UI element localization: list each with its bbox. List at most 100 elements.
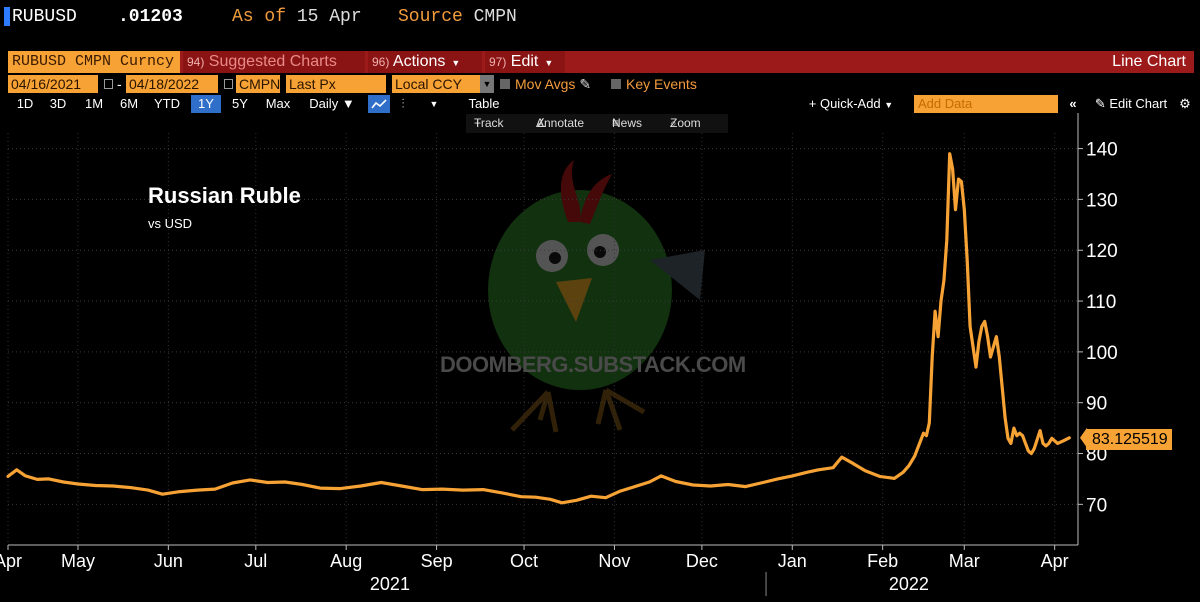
y-tick-label: 110 xyxy=(1086,292,1116,313)
bar-chart-icon[interactable]: ⫶ xyxy=(401,96,405,111)
line-chart-icon[interactable] xyxy=(368,95,390,113)
y-tick-label: 90 xyxy=(1086,394,1107,415)
year-label: 2021 xyxy=(370,574,410,594)
watermark-text: DOOMBERG.SUBSTACK.COM xyxy=(440,352,746,377)
frequency-label: Daily xyxy=(309,96,339,111)
pencil-icon: ✎ xyxy=(579,76,592,92)
main-toolbar: RUBUSD CMPN Curncy 94) Suggested Charts … xyxy=(8,51,1194,73)
range-toolbar: 1D 3D 1M 6M YTD 1Y 5Y Max Daily ▼ ⫶ ▼ Ta… xyxy=(8,95,1194,113)
chevron-down-icon[interactable]: ▼ xyxy=(429,99,439,109)
chevron-down-icon: ▼ xyxy=(451,58,461,68)
suggested-charts-menu[interactable]: 94) Suggested Charts xyxy=(183,51,365,73)
news-label: News xyxy=(612,116,643,130)
track-label: Track xyxy=(474,116,504,130)
x-tick-label: Apr xyxy=(1041,551,1069,571)
key-events-label: Key Events xyxy=(626,76,697,92)
edit-chart-button[interactable]: ✎ Edit Chart xyxy=(1086,95,1176,113)
x-tick-label: Aug xyxy=(330,551,362,571)
collapse-icon[interactable]: « xyxy=(1069,96,1077,111)
end-date: 04/18/2022 xyxy=(129,76,200,92)
table-button[interactable]: Table xyxy=(468,96,500,111)
actions-label: Actions xyxy=(392,53,446,70)
series-line xyxy=(6,152,1071,505)
range-1m-button[interactable]: 1M xyxy=(84,96,104,111)
chevron-down-icon: ▼ xyxy=(884,100,894,110)
currency-select[interactable]: Local CCY xyxy=(392,75,480,93)
cursor-marker xyxy=(4,7,10,26)
x-tick-label: Mar xyxy=(949,551,980,571)
date-separator: - xyxy=(117,76,122,92)
checkbox-icon xyxy=(500,79,510,89)
y-tick-label: 130 xyxy=(1086,190,1118,211)
news-icon: ≡ xyxy=(612,116,620,130)
key-events-toggle[interactable]: Key Events xyxy=(611,75,697,93)
source-value: CMPN xyxy=(473,7,517,27)
calendar-icon[interactable] xyxy=(224,79,233,89)
source-field[interactable]: CMPN xyxy=(236,75,280,93)
field-select[interactable]: Last Px xyxy=(286,75,386,93)
last-value-label: 83.125519 xyxy=(1086,429,1172,450)
last-value-pointer xyxy=(1080,427,1087,448)
frequency-select[interactable]: Daily ▼ xyxy=(309,96,355,111)
range-5y-button[interactable]: 5Y xyxy=(232,96,248,111)
quick-add-button[interactable]: + Quick-Add ▼ xyxy=(804,95,898,113)
year-label: 2022 xyxy=(889,574,929,594)
calendar-icon[interactable] xyxy=(104,79,113,89)
pencil-icon: ✎ xyxy=(1094,96,1106,111)
axes: 708090100110120130140AprMayJunJulAugSepO… xyxy=(0,113,1118,596)
chevron-down-icon: ▼ xyxy=(544,58,554,68)
watermark-mascot-icon xyxy=(488,160,705,433)
chart-type-label: Line Chart xyxy=(1112,53,1186,70)
pencil-icon: ∠ xyxy=(536,116,547,130)
x-tick-label: Nov xyxy=(598,551,630,571)
x-tick-label: Oct xyxy=(510,551,538,571)
zoom-label: Zoom xyxy=(670,116,701,130)
range-1d-button[interactable]: 1D xyxy=(16,96,34,111)
x-tick-label: Apr xyxy=(0,551,22,571)
chevron-down-icon[interactable]: ▼ xyxy=(480,75,494,93)
edit-label: Edit xyxy=(510,53,539,70)
range-3d-button[interactable]: 3D xyxy=(49,96,67,111)
edit-num: 97) xyxy=(489,55,507,69)
actions-menu[interactable]: 96) Actions ▼ xyxy=(368,51,482,73)
chart-tools: + Track ∠ Annotate ≡ News ⌕ Zoom xyxy=(466,114,728,133)
suggested-num: 94) xyxy=(187,55,205,69)
range-1y-button[interactable]: 1Y xyxy=(191,95,221,113)
as-of-value: 15 Apr xyxy=(296,7,362,27)
end-date-field[interactable]: 04/18/2022 xyxy=(126,75,218,93)
as-of: As of 15 Apr xyxy=(232,7,362,27)
edit-menu[interactable]: 97) Edit ▼ xyxy=(485,51,565,73)
source-label: Source xyxy=(398,7,463,27)
source: Source CMPN xyxy=(398,7,517,27)
x-tick-label: Jul xyxy=(244,551,267,571)
chart-controls: 04/16/2021 - 04/18/2022 CMPN Last Px Loc… xyxy=(8,75,1194,93)
gear-icon[interactable]: ⚙ xyxy=(1179,96,1191,111)
quick-add-label: + Quick-Add xyxy=(808,96,881,111)
range-ytd-button[interactable]: YTD xyxy=(154,96,180,111)
y-tick-label: 140 xyxy=(1086,140,1118,161)
mov-avgs-label: Mov Avgs xyxy=(515,76,576,92)
suggested-label: Suggested Charts xyxy=(208,53,337,70)
edit-chart-label: Edit Chart xyxy=(1109,96,1168,111)
ticker-label: RUBUSD xyxy=(12,7,77,27)
start-date: 04/16/2021 xyxy=(11,76,82,92)
crosshair-icon: + xyxy=(474,116,482,130)
add-data-input[interactable]: Add Data xyxy=(914,95,1058,113)
as-of-label: As of xyxy=(232,7,287,27)
annotate-label: Annotate xyxy=(536,116,585,130)
security-header: RUBUSD .01203 As of 15 Apr Source CMPN xyxy=(0,0,1200,34)
y-tick-label: 100 xyxy=(1086,343,1118,364)
chart-title: Russian Ruble xyxy=(148,183,301,208)
range-max-button[interactable]: Max xyxy=(265,96,291,111)
y-tick-label: 70 xyxy=(1086,495,1107,516)
price-value: .01203 xyxy=(118,7,183,27)
start-date-field[interactable]: 04/16/2021 xyxy=(8,75,98,93)
x-tick-label: Sep xyxy=(421,551,453,571)
x-tick-label: Jun xyxy=(154,551,183,571)
security-input[interactable]: RUBUSD CMPN Curncy xyxy=(8,51,180,73)
range-6m-button[interactable]: 6M xyxy=(119,96,139,111)
checkbox-icon xyxy=(611,79,621,89)
series-layer xyxy=(6,152,1087,505)
mov-avgs-toggle[interactable]: Mov Avgs ✎ xyxy=(500,75,591,93)
